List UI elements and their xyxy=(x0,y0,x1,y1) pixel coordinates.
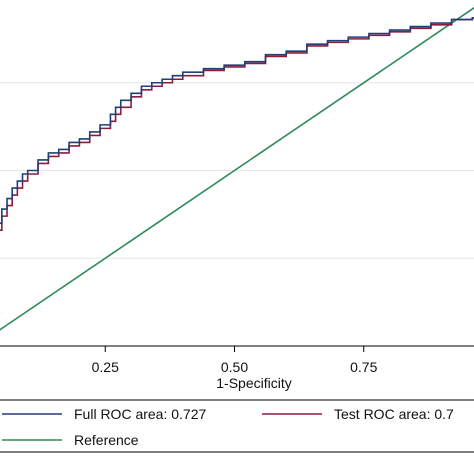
x-tick-label-0: 0.25 xyxy=(92,359,119,375)
series-group xyxy=(0,6,474,331)
grid-lines xyxy=(0,82,474,259)
x-tick-label-2: 0.75 xyxy=(350,359,377,375)
x-axis-title: 1-Specificity xyxy=(216,375,291,391)
series-line-0 xyxy=(0,17,474,224)
x-tick-label-1: 0.50 xyxy=(221,359,248,375)
x-axis-ticks: 0.25 0.50 0.75 xyxy=(92,346,378,375)
legend-label-2: Reference xyxy=(74,432,139,448)
legend-label-1: Test ROC area: 0.7 xyxy=(334,406,454,422)
legend-label-0: Full ROC area: 0.727 xyxy=(74,406,206,422)
legend: Full ROC area: 0.727 Test ROC area: 0.7 Re… xyxy=(2,406,454,448)
series-line-2 xyxy=(0,6,474,331)
legend-box xyxy=(0,399,474,453)
